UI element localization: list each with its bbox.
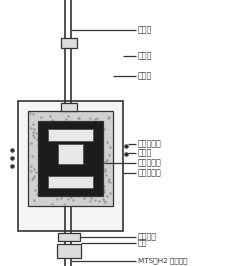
Text: 热电偶: 热电偶 [138, 52, 152, 60]
Text: 推杆: 推杆 [138, 239, 147, 247]
Bar [28, 111, 113, 206]
Bar [61, 38, 77, 48]
Bar [38, 121, 103, 196]
Text: 氩气入口: 氩气入口 [138, 232, 157, 242]
Text: 感应圈: 感应圈 [138, 148, 152, 157]
Bar [57, 244, 81, 258]
Bar [48, 129, 93, 141]
Bar [48, 176, 93, 188]
Bar [61, 103, 77, 111]
Bar [58, 144, 83, 164]
Bar [18, 101, 123, 231]
Text: 模子和基底: 模子和基底 [138, 159, 162, 168]
Bar [58, 233, 80, 241]
Text: MTS＋H2 的引入管: MTS＋H2 的引入管 [138, 258, 188, 264]
Text: 石英反应室: 石英反应室 [138, 168, 162, 177]
Text: 出气管: 出气管 [138, 26, 152, 35]
Text: 石墨感应器: 石墨感应器 [138, 139, 162, 148]
Text: 隔热层: 隔热层 [138, 72, 152, 81]
